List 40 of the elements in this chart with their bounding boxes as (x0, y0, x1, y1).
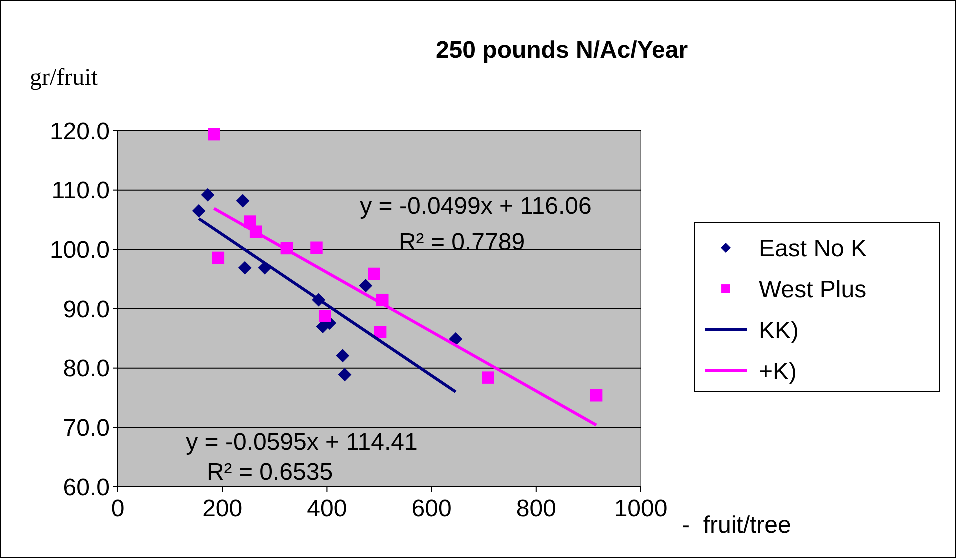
point (374, 326, 387, 338)
y-tick-label: 90.0 (63, 296, 110, 324)
point (192, 204, 206, 218)
x-tick-label: 600 (412, 496, 452, 523)
point (208, 128, 220, 141)
annotation: R² = 0.6535 (206, 459, 334, 486)
x-axis-title: - fruit/tree (682, 512, 792, 539)
y-tick-label: 100.0 (50, 237, 110, 264)
x-tick-label: 200 (202, 496, 243, 523)
y-axis-title: gr/fruit (30, 65, 98, 91)
y-tick-label: 70.0 (63, 415, 110, 442)
point (482, 372, 494, 384)
legend-label: East No K (759, 235, 868, 262)
legend-label: West Plus (759, 276, 867, 304)
annotation: R² = 0.7789 (398, 229, 526, 256)
point (590, 390, 603, 402)
point (212, 252, 225, 264)
point (236, 194, 250, 208)
point (449, 332, 463, 346)
annotation: y = -0.0499x + 116.06 (360, 193, 592, 220)
y-tick-label: 60.0 (63, 474, 110, 502)
annotation: y = -0.0595x + 114.41 (186, 429, 418, 456)
legend-label: KK) (759, 317, 800, 344)
point (368, 268, 380, 280)
point (359, 279, 373, 293)
chart-title: 250 pounds N/Ac/Year (436, 37, 688, 64)
point (310, 242, 323, 254)
legend-label: +K) (759, 358, 798, 386)
point (338, 368, 352, 382)
x-tick-label: 1000 (614, 496, 668, 523)
y-tick-label: 80.0 (63, 356, 110, 383)
point (238, 261, 252, 275)
y-tick-label: 110.0 (52, 178, 110, 205)
y-tick-label: 120.0 (50, 118, 110, 146)
point (318, 310, 332, 322)
x-tick-label: 0 (111, 496, 125, 523)
x-tick-label: 400 (307, 496, 348, 523)
point (336, 349, 350, 363)
x-tick-label: 800 (516, 496, 556, 523)
point (201, 188, 215, 202)
